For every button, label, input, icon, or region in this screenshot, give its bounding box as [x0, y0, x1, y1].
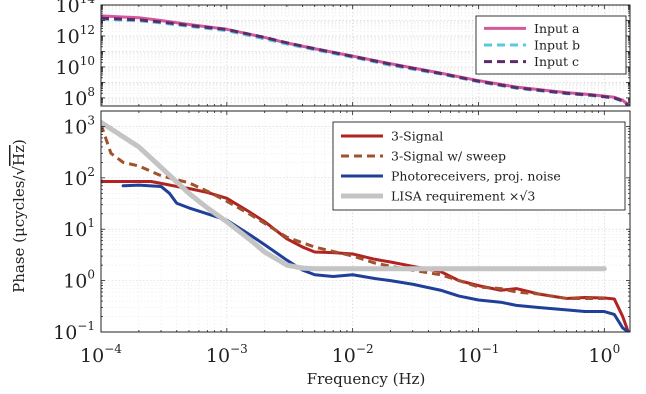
series-line-3-signal-w-sweep	[101, 123, 605, 300]
series-line-input-c	[101, 16, 630, 106]
y-tick-label: 101	[63, 216, 95, 241]
y-tick-label: 1010	[56, 54, 95, 79]
y-tick-label: 10−1	[53, 319, 95, 344]
plot-frame	[100, 110, 631, 333]
tick-marks	[100, 110, 630, 333]
legend: 3-Signal 3-Signal w/ sweep Photoreceivers,…	[332, 121, 626, 211]
plot-frame	[100, 4, 631, 107]
y-axis-label-text: Phase (μcycles/√Hz)	[10, 139, 28, 293]
x-tick-label: 10−3	[206, 342, 248, 367]
y-tick-label: 108	[63, 85, 95, 110]
legend-label-input-c: Input c	[534, 54, 579, 69]
series-line-lisa-requirement-3	[101, 119, 607, 272]
y-tick-label: 1012	[56, 23, 95, 48]
legend-label-3-signal-w-sweep: 3-Signal w/ sweep	[391, 149, 506, 164]
x-tick-label: 10−4	[80, 342, 122, 367]
x-tick-label: 10−2	[332, 342, 374, 367]
y-tick-label: 103	[63, 113, 95, 138]
x-axis-label: Frequency (Hz)	[307, 370, 426, 388]
legend-label-input-a: Input a	[534, 21, 580, 36]
series-group	[101, 119, 630, 332]
y-axis-label: Phase (μcycles/√Hz)	[10, 139, 28, 293]
y-tick-label: 100	[63, 268, 95, 293]
legend-label-input-b: Input b	[534, 38, 580, 53]
series-group	[101, 14, 630, 106]
y-tick-label: 1014	[56, 0, 96, 17]
legend-label-lisa-requirement-3: LISA requirement ×√3	[391, 189, 535, 204]
series-line-photoreceivers-proj-noise	[121, 183, 630, 332]
y-tick-label: 102	[63, 165, 95, 190]
x-tick-label: 100	[588, 342, 620, 367]
tick-marks	[100, 4, 630, 107]
x-tick-label: 10−1	[458, 342, 500, 367]
legend-label-photoreceivers-proj-noise: Photoreceivers, proj. noise	[391, 169, 561, 184]
bottom-panel: 10−1 100 101 102 103 10−4 10−3 10−2 10−1 100 3-Sig…	[53, 110, 631, 367]
legend-label-3-signal: 3-Signal	[391, 129, 443, 144]
